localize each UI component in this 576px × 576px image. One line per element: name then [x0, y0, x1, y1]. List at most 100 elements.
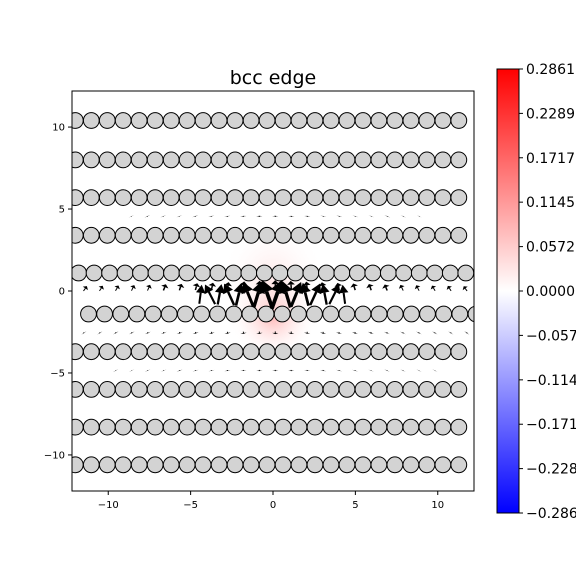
colorbar-gradient: [497, 69, 519, 513]
chart-title: bcc edge: [230, 67, 317, 89]
displacement-arrowhead: [114, 285, 120, 290]
atom: [418, 456, 436, 474]
displacement-arrowhead: [98, 285, 104, 290]
x-tick-label: −10: [98, 500, 119, 511]
displacement-arrow: [284, 291, 293, 308]
atom: [162, 112, 180, 129]
atom: [322, 151, 340, 169]
atom: [210, 343, 228, 361]
atom: [82, 112, 100, 129]
displacement-arrowhead: [462, 286, 468, 291]
atom: [98, 381, 116, 398]
atom: [210, 456, 228, 474]
displacement-arrow: [289, 291, 299, 308]
displacement-arrow: [83, 288, 86, 292]
atom: [338, 189, 356, 207]
atom: [402, 112, 420, 129]
atom: [226, 189, 244, 207]
atom: [354, 112, 372, 129]
atom: [450, 456, 468, 474]
displacement-arrowhead: [334, 282, 343, 287]
displacement-arrowhead: [304, 215, 311, 217]
displacement-arrowhead: [320, 332, 327, 334]
displacement-arrowhead: [287, 280, 295, 285]
colorbar-tick-label: 0.0000: [526, 284, 575, 300]
displacement-arrowhead: [112, 369, 119, 373]
atom: [349, 264, 366, 282]
atom: [98, 151, 116, 169]
atom: [178, 226, 196, 244]
atom: [98, 189, 116, 207]
atom: [193, 305, 210, 323]
atom: [242, 226, 260, 244]
colorbar-tick-label: −0.114: [526, 373, 576, 389]
atom: [370, 456, 388, 474]
atom: [114, 418, 132, 436]
atom: [210, 112, 228, 129]
colorbar-ticks: 0.2861 0.2289 0.1717 0.1145 0.0572 0.0000 −0.0…: [519, 62, 576, 522]
atom: [242, 151, 260, 169]
atom: [72, 151, 84, 169]
displacement-arrowhead: [464, 331, 470, 335]
atom: [112, 305, 130, 323]
displacement-arrowhead: [336, 369, 343, 372]
x-axis: −10 −5 0 5 10: [98, 491, 444, 511]
atom: [98, 226, 116, 244]
displacement-arrow: [342, 292, 347, 304]
atom: [258, 381, 276, 398]
displacement-arrowhead: [384, 331, 390, 335]
atom: [290, 151, 308, 169]
atom: [402, 456, 420, 474]
displacement-arrowhead: [416, 331, 422, 335]
atom: [338, 226, 356, 244]
displacement-arrow: [432, 287, 436, 292]
displacement-arrowhead: [192, 332, 199, 334]
displacement-arrowhead: [320, 370, 327, 372]
displacement-arrow: [216, 292, 222, 305]
displacement-arrowhead: [129, 331, 135, 335]
atom: [225, 305, 243, 323]
atom: [306, 343, 324, 361]
displacement-arrowhead: [350, 283, 358, 288]
atom: [290, 305, 307, 323]
displacement-arrowhead: [318, 282, 327, 287]
atom: [273, 305, 291, 323]
colorbar-tick-label: −0.171: [526, 417, 576, 433]
atom: [72, 226, 84, 244]
displacement-arrowhead: [279, 281, 293, 294]
displacement-arrow: [385, 286, 388, 291]
displacement-arrow: [245, 291, 255, 307]
displacement-arrow: [401, 287, 404, 291]
atom: [354, 226, 372, 244]
displacement-arrowhead: [240, 332, 247, 334]
atom: [72, 264, 87, 282]
atom: [354, 151, 372, 169]
atom: [116, 264, 134, 282]
atom: [434, 456, 452, 474]
atom: [130, 189, 148, 207]
atom: [338, 456, 356, 474]
atom: [274, 112, 292, 129]
atom: [274, 151, 292, 169]
atom: [162, 418, 180, 436]
displacement-arrowhead: [130, 285, 136, 290]
displacement-arrowhead: [160, 215, 167, 218]
displacement-arrowhead: [256, 215, 263, 217]
displacement-arrowhead: [400, 215, 407, 218]
displacement-arrow: [207, 291, 217, 305]
displacement-arrowhead: [304, 332, 311, 334]
atom: [178, 456, 196, 474]
atom: [379, 264, 397, 282]
displacement-arrowhead: [272, 215, 279, 217]
atom: [402, 151, 420, 169]
atom: [418, 151, 436, 169]
atom: [290, 343, 308, 361]
atom: [210, 418, 228, 436]
atom: [322, 456, 340, 474]
atom: [96, 305, 113, 323]
colorbar-tick-label: −0.228: [526, 462, 576, 478]
atom: [306, 151, 324, 169]
atom: [290, 189, 308, 207]
atom: [419, 305, 436, 323]
atom: [226, 112, 244, 129]
